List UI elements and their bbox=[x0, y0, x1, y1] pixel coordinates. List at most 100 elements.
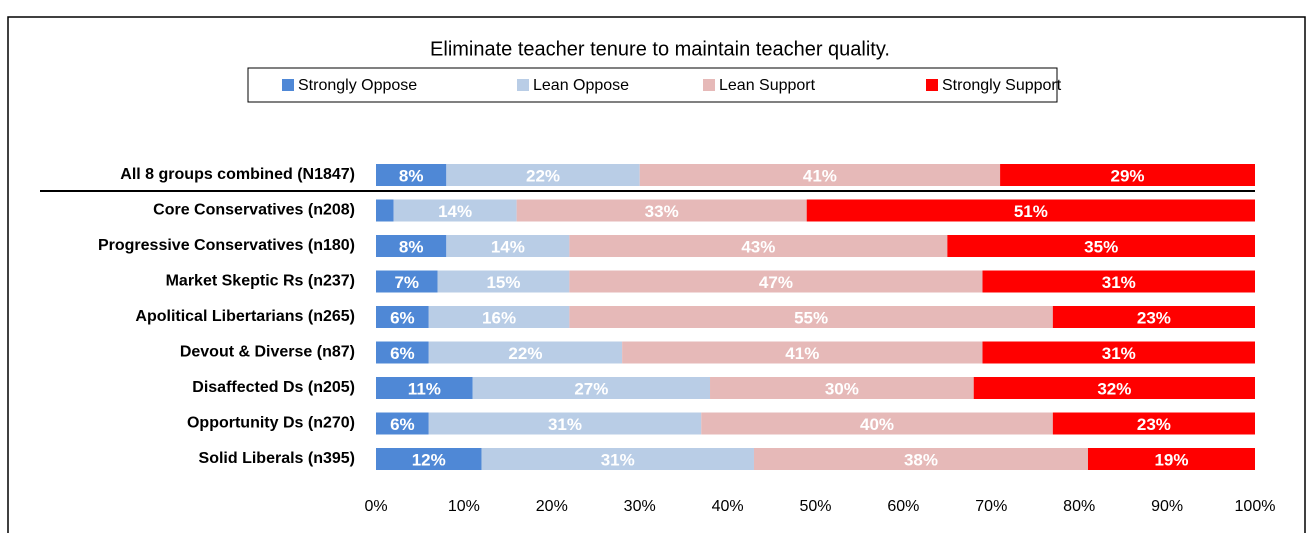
value-label: 38% bbox=[904, 450, 938, 469]
bar-segment bbox=[639, 164, 1001, 186]
value-label: 31% bbox=[1102, 273, 1136, 292]
bar-segment bbox=[701, 412, 1053, 435]
bar-segment bbox=[947, 235, 1255, 257]
value-label: 19% bbox=[1154, 450, 1188, 469]
value-label: 43% bbox=[741, 237, 775, 256]
bar-segment bbox=[376, 448, 482, 470]
bar-segment bbox=[1052, 306, 1255, 328]
value-label: 33% bbox=[645, 202, 679, 221]
x-tick-label: 30% bbox=[624, 498, 656, 515]
bar-segment bbox=[376, 270, 438, 293]
value-label: 55% bbox=[794, 308, 828, 327]
value-label: 31% bbox=[548, 415, 582, 434]
value-label: 32% bbox=[1097, 379, 1131, 398]
bar-segment bbox=[481, 448, 754, 470]
legend-swatch bbox=[517, 79, 529, 91]
legend-label: Lean Support bbox=[719, 77, 816, 94]
bar-segment bbox=[446, 235, 570, 257]
legend-swatch bbox=[703, 79, 715, 91]
x-tick-label: 0% bbox=[364, 498, 387, 515]
x-tick-label: 40% bbox=[712, 498, 744, 515]
value-label: 47% bbox=[759, 273, 793, 292]
legend-label: Strongly Support bbox=[942, 77, 1062, 94]
category-label: Apolitical Libertarians (n265) bbox=[135, 308, 355, 325]
bar-segment bbox=[569, 235, 948, 257]
bar-segment bbox=[569, 306, 1053, 328]
bar-segment bbox=[1052, 412, 1255, 435]
value-label: 29% bbox=[1111, 166, 1145, 185]
value-label: 35% bbox=[1084, 237, 1118, 256]
x-tick-label: 70% bbox=[975, 498, 1007, 515]
bar-segment bbox=[569, 270, 983, 293]
bar-segment bbox=[982, 341, 1255, 364]
x-tick-label: 80% bbox=[1063, 498, 1095, 515]
value-label: 23% bbox=[1137, 308, 1171, 327]
value-label: 11% bbox=[408, 379, 441, 398]
category-label: Solid Liberals (n395) bbox=[199, 450, 355, 467]
bar-segment bbox=[1087, 448, 1255, 470]
category-label: All 8 groups combined (N1847) bbox=[120, 166, 355, 183]
value-label: 31% bbox=[1102, 344, 1136, 363]
bar-segment bbox=[622, 341, 983, 364]
category-label: Disaffected Ds (n205) bbox=[192, 379, 355, 396]
value-label: 22% bbox=[508, 344, 542, 363]
category-label: Opportunity Ds (n270) bbox=[187, 415, 355, 432]
bar-segment bbox=[428, 341, 623, 364]
bar-segment bbox=[472, 377, 711, 399]
bar-segment bbox=[710, 377, 974, 399]
bar-segment bbox=[376, 341, 429, 364]
bar-segment bbox=[437, 270, 570, 293]
legend-label: Lean Oppose bbox=[533, 77, 629, 94]
bar-segment bbox=[376, 377, 473, 399]
bar-segment bbox=[376, 306, 429, 328]
value-label: 31% bbox=[601, 450, 635, 469]
value-label: 6% bbox=[390, 308, 415, 327]
value-label: 8% bbox=[399, 237, 424, 256]
bar-segment bbox=[806, 199, 1255, 222]
x-tick-label: 90% bbox=[1151, 498, 1183, 515]
value-label: 14% bbox=[491, 237, 525, 256]
chart-title: Eliminate teacher tenure to maintain tea… bbox=[430, 38, 890, 60]
legend-swatch bbox=[926, 79, 938, 91]
value-label: 41% bbox=[785, 344, 819, 363]
bar-segment bbox=[428, 412, 702, 435]
value-label: 12% bbox=[412, 450, 446, 469]
bar-segment bbox=[376, 235, 447, 257]
x-tick-label: 10% bbox=[448, 498, 480, 515]
value-label: 7% bbox=[394, 273, 419, 292]
bar-segment bbox=[393, 199, 517, 222]
bar-segment bbox=[1000, 164, 1255, 186]
value-label: 23% bbox=[1137, 415, 1171, 434]
legend-label: Strongly Oppose bbox=[298, 77, 417, 94]
value-label: 6% bbox=[390, 344, 415, 363]
value-label: 51% bbox=[1014, 202, 1048, 221]
bar-segment bbox=[446, 164, 640, 186]
legend-swatch bbox=[282, 79, 294, 91]
legend-box bbox=[247, 67, 1058, 103]
category-label: Progressive Conservatives (n180) bbox=[98, 237, 355, 254]
bar-segment bbox=[428, 306, 570, 328]
category-label: Market Skeptic Rs (n237) bbox=[166, 273, 355, 290]
bar-segment bbox=[376, 164, 447, 186]
bar-segment bbox=[516, 199, 807, 222]
x-tick-label: 50% bbox=[799, 498, 831, 515]
x-tick-label: 100% bbox=[1235, 498, 1276, 515]
category-label: Core Conservatives (n208) bbox=[153, 202, 355, 219]
value-label: 8% bbox=[399, 166, 424, 185]
value-label: 15% bbox=[486, 273, 520, 292]
chart-border bbox=[7, 16, 1306, 533]
category-label: Devout & Diverse (n87) bbox=[180, 344, 355, 361]
x-tick-label: 60% bbox=[887, 498, 919, 515]
value-label: 14% bbox=[438, 202, 472, 221]
x-tick-label: 20% bbox=[536, 498, 568, 515]
bar-segment bbox=[973, 377, 1255, 399]
bar-segment bbox=[982, 270, 1255, 293]
bar-segment bbox=[376, 199, 394, 222]
bar-segment bbox=[753, 448, 1088, 470]
value-label: 22% bbox=[526, 166, 560, 185]
value-label: 30% bbox=[825, 379, 859, 398]
bar-segment bbox=[376, 412, 429, 435]
value-label: 6% bbox=[390, 415, 415, 434]
value-label: 40% bbox=[860, 415, 894, 434]
